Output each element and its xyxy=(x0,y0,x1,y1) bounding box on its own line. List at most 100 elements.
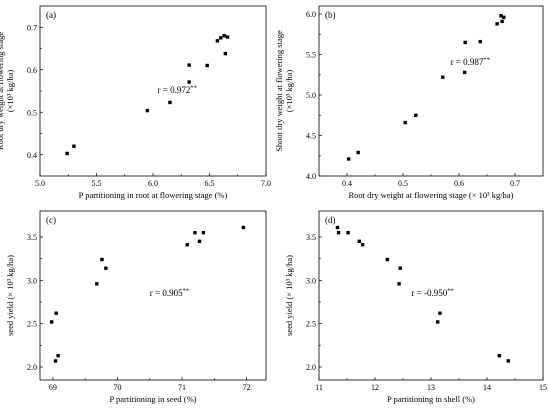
x-axis-label-c: P partitioning in seed (%) xyxy=(109,394,196,404)
data-point-b xyxy=(403,120,407,125)
data-point-a xyxy=(145,108,150,113)
y-tick-label-b: 5.0 xyxy=(306,91,316,100)
panel-b: 0.4 0.5 0.6 0.7 4.0 4.5 5.0 5.5 6.0 Root dry weig… xyxy=(274,5,544,200)
data-point-d xyxy=(398,266,402,270)
y-tick-label-d: 2.0 xyxy=(306,363,316,372)
y-tick-label-b: 4.5 xyxy=(306,132,316,141)
x-tick-label-d: 12 xyxy=(371,383,379,392)
data-point-d xyxy=(357,239,362,244)
correlation-label-a: r = 0.972** xyxy=(158,85,197,96)
correlation-label-c: r = 0.905** xyxy=(150,287,189,298)
y-tick-label-b: 4.0 xyxy=(306,172,316,181)
y-tick-label-c: 3.0 xyxy=(27,276,37,285)
data-point-d xyxy=(346,230,350,235)
x-axis-label-a: P partitioning in root at flowering stag… xyxy=(79,190,228,200)
panel-tag-a: (a) xyxy=(46,10,56,20)
data-point-a xyxy=(65,151,69,156)
x-tick-label-a: 7.0 xyxy=(261,179,271,188)
panel-a: 5.0 5.5 6.0 6.5 7.0 0.4 0.5 0.6 0.7 P partitionin… xyxy=(0,5,271,200)
x-tick-label-c: 72 xyxy=(243,383,251,392)
y-tick-label-b: 6.0 xyxy=(306,10,316,19)
data-point-a xyxy=(187,63,191,67)
panel-tag-c: (c) xyxy=(46,215,56,225)
data-point-d xyxy=(385,257,390,262)
plot-frame-a xyxy=(39,5,267,177)
data-point-c xyxy=(185,243,189,247)
plot-frame-c xyxy=(39,210,267,381)
data-point-a xyxy=(72,144,76,148)
data-point-c xyxy=(49,320,54,324)
panel-c: 69 70 71 72 2.0 2.5 3.0 3.5 P partitioning in se… xyxy=(5,210,267,404)
data-point-a xyxy=(223,51,228,56)
y-tick-label-a: 0.5 xyxy=(27,108,37,117)
x-axis-label-d: P partitioning in shell (%) xyxy=(387,394,475,404)
x-tick-label-b: 0.5 xyxy=(398,179,408,188)
data-point-d xyxy=(336,230,341,235)
x-tick-label-d: 14 xyxy=(483,383,491,392)
data-point-a xyxy=(225,35,230,39)
correlation-label-b: r = 0.987** xyxy=(451,57,490,68)
x-tick-label-d: 13 xyxy=(427,383,435,392)
data-point-d xyxy=(497,354,502,358)
y-axis-label-c: seed yield (× 10³ kg/ha) xyxy=(5,255,15,336)
data-point-b xyxy=(462,70,467,75)
y-tick-label-d: 2.5 xyxy=(306,320,316,329)
y-tick-label-b: 5.5 xyxy=(306,51,316,60)
x-tick-label-b: 0.4 xyxy=(342,179,352,188)
data-point-c xyxy=(100,257,104,262)
data-point-d xyxy=(438,311,442,315)
x-axis-label-b: Root dry weight at flowering stage (× 10… xyxy=(348,190,513,200)
data-point-a xyxy=(205,63,209,68)
data-point-b xyxy=(478,39,482,44)
x-tick-label-d: 11 xyxy=(315,383,323,392)
data-point-c xyxy=(201,230,206,235)
y-axis-label-b: (×10³ kg/ha) xyxy=(284,70,294,113)
data-point-a xyxy=(215,39,220,43)
data-point-d xyxy=(360,243,365,247)
data-point-b xyxy=(346,157,351,161)
data-point-c xyxy=(54,311,58,315)
y-axis-label-a: Root dry weight at flowering stage xyxy=(0,32,5,150)
data-point-b xyxy=(502,15,506,20)
x-tick-label-a: 6.5 xyxy=(205,179,215,188)
y-tick-label-d: 3.0 xyxy=(306,276,316,285)
data-point-b xyxy=(356,150,360,155)
data-point-a xyxy=(219,36,223,40)
data-point-b xyxy=(495,22,499,26)
y-axis-label-b: Shoot dry weight at flowering stage xyxy=(274,30,284,152)
x-tick-label-a: 5.0 xyxy=(35,179,45,188)
x-tick-label-b: 0.6 xyxy=(454,179,464,188)
plot-frame-b xyxy=(318,5,544,177)
data-point-c xyxy=(197,239,202,244)
data-point-c xyxy=(53,359,58,363)
data-point-c xyxy=(95,282,99,286)
x-tick-label-c: 70 xyxy=(113,383,121,392)
data-point-c xyxy=(193,230,197,235)
data-point-c xyxy=(104,266,108,270)
x-tick-label-c: 71 xyxy=(178,383,186,392)
data-point-b xyxy=(500,19,504,24)
x-tick-label-c: 69 xyxy=(49,383,57,392)
x-tick-label-b: 0.7 xyxy=(510,179,520,188)
y-tick-label-c: 2.0 xyxy=(27,363,37,372)
data-point-a xyxy=(168,100,172,105)
data-point-b xyxy=(463,40,467,45)
data-point-b xyxy=(414,113,418,117)
data-point-c xyxy=(56,354,60,358)
panel-tag-d: (d) xyxy=(325,215,336,225)
data-point-d xyxy=(506,359,510,363)
data-point-c xyxy=(241,225,246,230)
y-axis-label-d: seed yield (× 10³ kg/ha) xyxy=(284,255,294,336)
data-point-a xyxy=(187,80,191,84)
correlation-label-d: r = -0.950** xyxy=(411,287,453,298)
data-point-d xyxy=(436,320,440,324)
y-tick-label-a: 0.7 xyxy=(27,23,37,32)
data-point-d xyxy=(335,225,340,230)
y-tick-label-c: 2.5 xyxy=(27,320,37,329)
data-point-d xyxy=(397,282,401,286)
data-point-b xyxy=(441,75,445,79)
y-tick-label-a: 0.6 xyxy=(27,66,37,75)
data-point-a xyxy=(222,34,226,38)
panel-d: 11 12 13 14 15 2.0 2.5 3.0 3.5 P partitioning in … xyxy=(284,210,547,404)
